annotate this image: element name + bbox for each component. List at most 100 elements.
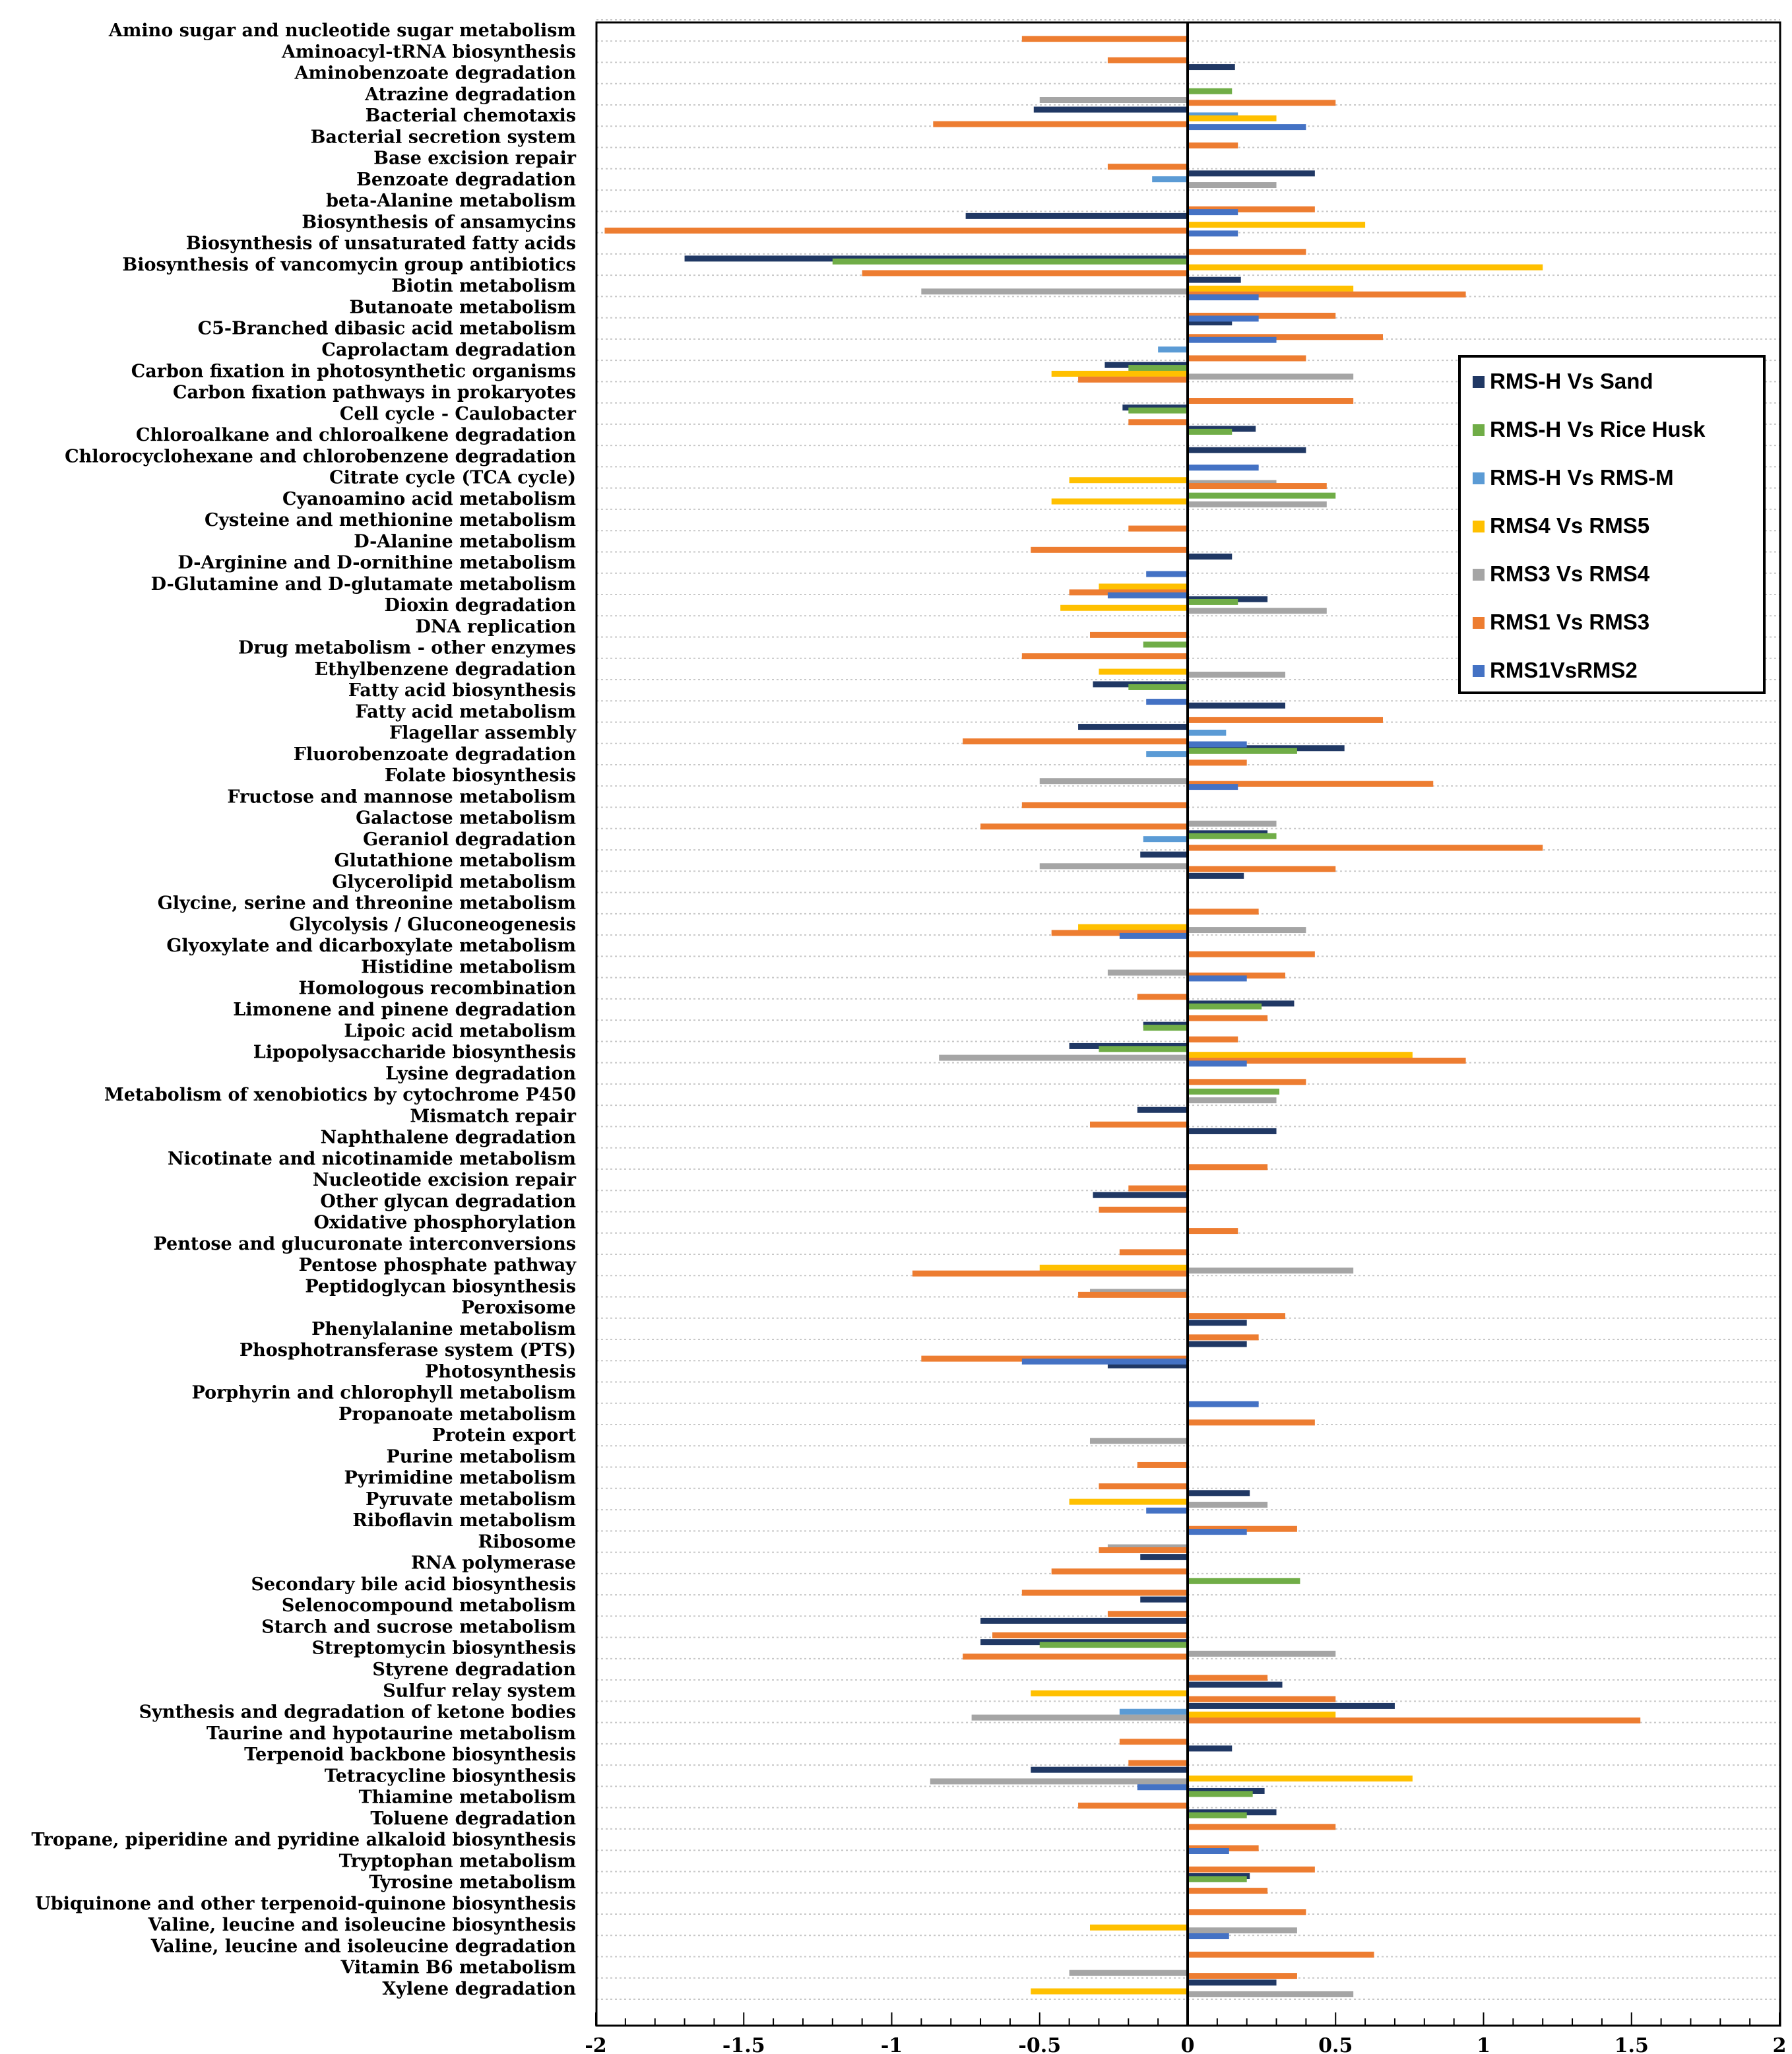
bar: [1188, 608, 1327, 614]
category-label: Protein export: [432, 1425, 577, 1446]
category-label: Phenylalanine metabolism: [311, 1319, 576, 1339]
bar: [1188, 553, 1232, 560]
bar: [1069, 1970, 1188, 1976]
legend-label: RMS1 Vs RMS3: [1490, 610, 1649, 634]
bar: [1188, 1909, 1306, 1915]
bar: [963, 1653, 1188, 1660]
category-label: Folate biosynthesis: [385, 765, 576, 786]
category-label: Styrene degradation: [372, 1659, 576, 1680]
category-label: Thiamine metabolism: [359, 1787, 576, 1808]
category-label: Glycolysis / Gluconeogenesis: [290, 915, 576, 935]
bar: [1188, 1401, 1259, 1407]
x-tick-label: -1: [881, 2034, 903, 2054]
bar: [1188, 1866, 1315, 1873]
bar: [1188, 334, 1384, 340]
legend-swatch: [1473, 521, 1485, 532]
bar: [1188, 671, 1286, 678]
category-label: Selenocompound metabolism: [282, 1595, 576, 1616]
bar: [1188, 1060, 1247, 1067]
legend-box: [1458, 355, 1766, 694]
category-label: D-Alanine metabolism: [354, 531, 576, 552]
bar: [939, 1054, 1188, 1061]
category-label: Tryptophan metabolism: [339, 1851, 576, 1871]
bar: [1089, 631, 1188, 638]
bar: [1188, 64, 1235, 71]
bar: [1188, 951, 1315, 957]
category-label: Tetracycline biosynthesis: [325, 1766, 576, 1786]
bar: [1060, 604, 1188, 611]
x-tick-label: 1: [1477, 2034, 1490, 2054]
bar: [1188, 1052, 1413, 1058]
legend-swatch: [1473, 665, 1485, 677]
bar: [912, 1270, 1188, 1277]
bar: [1188, 833, 1277, 839]
legend-swatch: [1473, 617, 1485, 629]
category-label: Histidine metabolism: [361, 957, 576, 977]
bar: [1140, 1596, 1188, 1603]
bar: [1188, 294, 1259, 301]
bar: [1146, 751, 1188, 757]
legend-swatch: [1473, 424, 1485, 436]
bar: [1188, 249, 1306, 255]
bar: [921, 288, 1188, 295]
bar: [1099, 668, 1188, 675]
legend-swatch: [1473, 472, 1485, 484]
bar: [963, 738, 1188, 745]
bar: [1188, 1702, 1395, 1709]
bar: [1188, 1888, 1268, 1894]
category-label: Xylene degradation: [382, 1979, 576, 1999]
bar: [1158, 346, 1188, 353]
bar: [1188, 781, 1434, 787]
bar: [980, 823, 1188, 830]
category-label: Naphthalene degradation: [321, 1128, 577, 1148]
x-tick-label: 0.5: [1318, 2034, 1353, 2054]
category-label: Synthesis and degradation of ketone bodi…: [139, 1702, 576, 1723]
category-label: Cysteine and methionine metabolism: [205, 510, 576, 530]
category-label: Dioxin degradation: [385, 595, 577, 616]
bar: [1188, 337, 1277, 343]
bar: [1188, 729, 1227, 736]
bar: [1031, 1766, 1188, 1773]
category-label: Biotin metabolism: [391, 276, 576, 296]
category-label: Tyrosine metabolism: [369, 1873, 576, 1893]
bar: [1078, 376, 1188, 383]
bar: [1188, 1812, 1247, 1818]
category-label: Biosynthesis of vancomycin group antibio…: [122, 255, 576, 275]
category-label: Lipoic acid metabolism: [344, 1021, 576, 1041]
bar: [1188, 276, 1241, 283]
bar: [1128, 407, 1188, 414]
bar: [1188, 206, 1315, 212]
category-label: Valine, leucine and isoleucine degradati…: [150, 1936, 577, 1956]
bar: [1188, 142, 1238, 148]
bar: [1188, 291, 1466, 298]
bar: [1188, 1164, 1268, 1171]
bar: [992, 1632, 1188, 1638]
category-label: Vitamin B6 metabolism: [340, 1958, 576, 1978]
bar: [1188, 1320, 1247, 1326]
category-label: Streptomycin biosynthesis: [312, 1638, 576, 1659]
bar: [1099, 1483, 1188, 1490]
category-label: RNA polymerase: [411, 1553, 576, 1574]
bar: [1188, 428, 1232, 435]
bar: [1031, 1690, 1188, 1696]
category-label: Citrate cycle (TCA cycle): [329, 468, 576, 488]
bar: [1188, 1696, 1336, 1702]
bar: [1021, 36, 1188, 42]
bars: [604, 36, 1641, 1997]
category-label: Benzoate degradation: [356, 170, 576, 190]
bar: [1188, 975, 1247, 982]
category-label: Caprolactam degradation: [321, 340, 576, 360]
category-label: Amino sugar and nucleotide sugar metabol…: [108, 20, 576, 41]
category-label: Riboflavin metabolism: [352, 1510, 576, 1531]
bar: [1107, 592, 1188, 598]
category-label: Atrazine degradation: [364, 84, 576, 105]
bar: [1188, 872, 1244, 879]
bar: [1033, 106, 1188, 113]
category-label: Lysine degradation: [385, 1064, 576, 1084]
x-tick-label: -2: [585, 2034, 606, 2054]
category-label: Starch and sucrose metabolism: [261, 1617, 576, 1637]
bar: [1093, 1192, 1188, 1198]
bar: [1039, 863, 1188, 870]
